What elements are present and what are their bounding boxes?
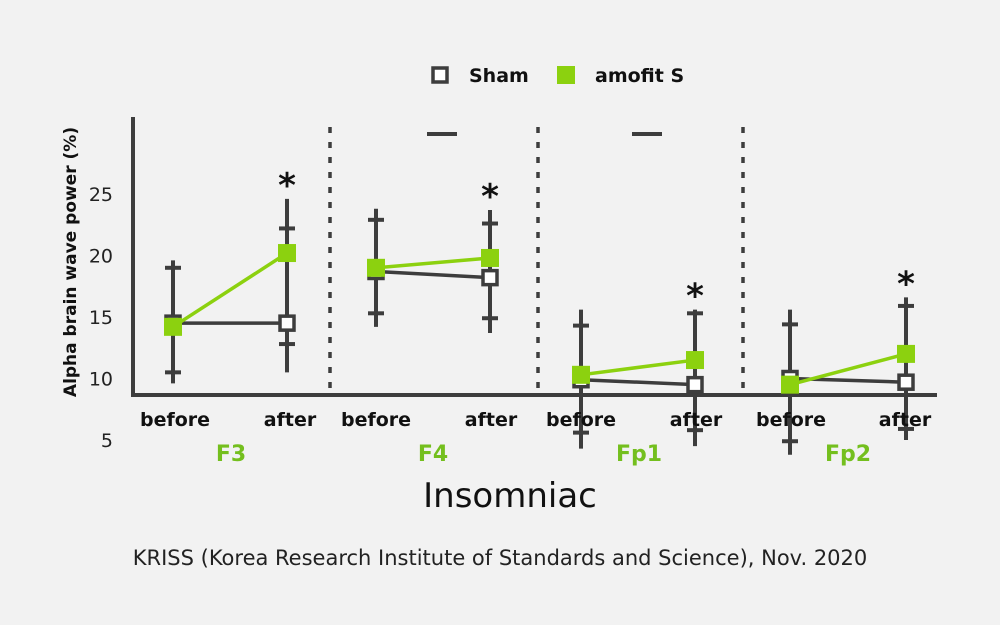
y-axis-label: Alpha brain wave power (%) [61,127,81,397]
point-amofit-Fp2-before [781,375,799,394]
series-line-sham-Fp1 [580,377,696,387]
x-tick-label-Fp1-after: after [670,409,723,431]
point-amofit-Fp2-after [897,344,915,363]
point-sham-F4-after [481,268,499,287]
point-amofit-F4-after [481,248,499,267]
significance-asterisk-Fp2: * [897,264,915,304]
x-tick-label-F3-after: after [264,409,317,431]
significance-asterisk-F4: * [481,177,499,217]
x-tick-label-F3-before: before [140,409,210,431]
point-sham-Fp1-after [686,375,704,394]
x-axis-title: Insomniac [423,476,597,516]
legend-marker-amofit [557,66,575,84]
series-line-sham-F4 [375,269,491,280]
x-tick-label-F4-after: after [465,409,518,431]
point-amofit-F4-before [367,258,385,277]
group-label-Fp1: Fp1 [616,442,662,467]
significance-asterisk-F3: * [278,166,296,206]
x-tick-label-Fp2-before: before [756,409,826,431]
y-tick-label-5: 5 [101,430,113,452]
group-label-Fp2: Fp2 [825,442,871,467]
source-caption: KRISS (Korea Research Institute of Stand… [132,546,868,570]
point-sham-F3-after [278,314,296,332]
legend-label-amofit: amofit S [595,65,684,87]
point-amofit-F3-before [164,317,182,336]
y-tick-label-10: 10 [89,369,113,391]
series-line-amofit-Fp2 [789,352,907,387]
group-label-F4: F4 [418,442,448,467]
group-label-F3: F3 [216,442,246,467]
series-line-amofit-F4 [375,256,491,270]
y-tick-label-15: 15 [89,307,113,329]
series-line-amofit-F3 [172,251,288,329]
point-amofit-Fp1-after [686,351,704,370]
point-amofit-Fp1-before [572,365,590,384]
series-line-amofit-Fp1 [580,358,696,377]
x-tick-label-Fp2-after: after [879,409,932,431]
x-tick-label-F4-before: before [341,409,411,431]
point-sham-Fp2-after [897,373,915,391]
y-tick-label-20: 20 [89,246,113,268]
y-tick-label-25: 25 [89,184,113,206]
point-amofit-F3-after [278,244,296,263]
significance-asterisk-Fp1: * [686,277,704,317]
legend-marker-sham [431,66,449,84]
x-tick-label-Fp1-before: before [546,409,616,431]
legend-label-sham: Sham [469,65,529,87]
